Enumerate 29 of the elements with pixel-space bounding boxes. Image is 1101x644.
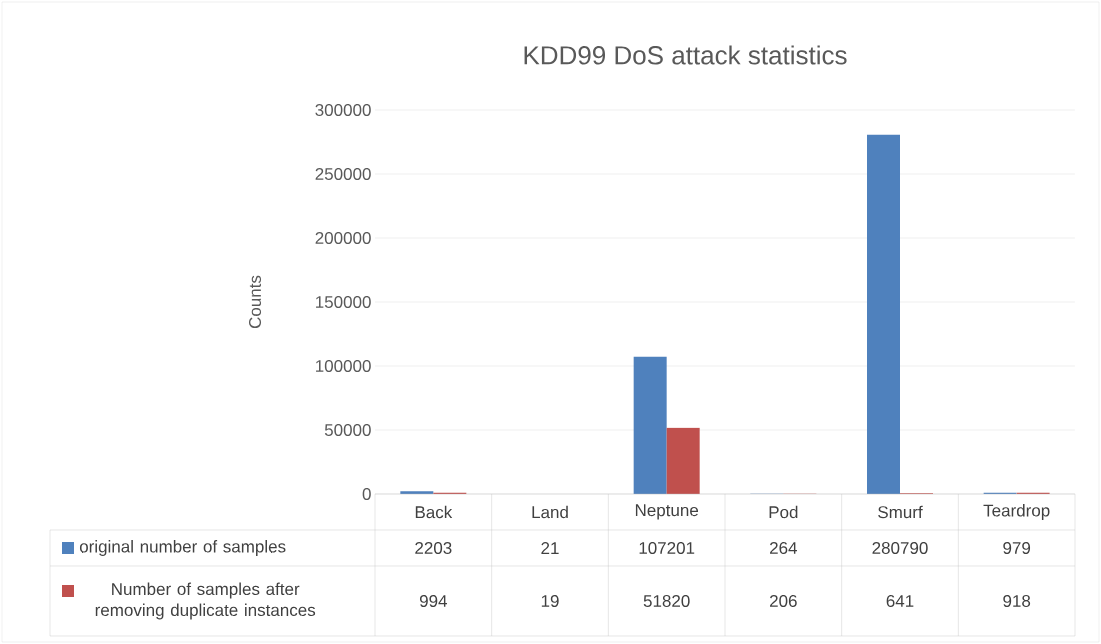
y-tick-label: 250000 <box>315 167 371 181</box>
chart-title: KDD99 DoS attack statistics <box>524 45 847 65</box>
x-tick-label: Land <box>532 505 568 519</box>
data-label: 918 <box>1003 594 1031 608</box>
y-tick-label: 0 <box>362 487 371 501</box>
y-tick-label: 50000 <box>324 423 371 437</box>
y-tick-label: 300000 <box>315 103 371 117</box>
data-label: 107201 <box>639 541 695 555</box>
data-label: 21 <box>541 542 559 554</box>
x-tick-label: Neptune <box>635 504 699 520</box>
data-label: 2203 <box>415 541 452 555</box>
y-tick-label: 200000 <box>315 231 371 245</box>
data-label: 264 <box>770 541 798 555</box>
legend-label: original number of samples <box>79 540 286 556</box>
data-label: 51820 <box>643 594 690 608</box>
x-tick-label: Teardrop <box>983 504 1050 520</box>
y-tick-label: 100000 <box>316 359 371 373</box>
y-axis-title: Counts <box>248 275 262 329</box>
x-tick-label: Smurf <box>878 505 923 519</box>
data-label: 994 <box>419 594 448 608</box>
legend-label: Number of samples after removing duplicate instances <box>95 582 316 620</box>
x-tick-label: Pod <box>769 505 798 519</box>
data-label: 19 <box>541 594 559 608</box>
data-label: 641 <box>886 594 914 608</box>
y-tick-label: 150000 <box>316 295 371 309</box>
x-tick-label: Back <box>415 505 453 519</box>
data-label: 979 <box>1003 541 1031 555</box>
data-label: 280790 <box>872 541 928 555</box>
data-label: 206 <box>770 594 797 608</box>
